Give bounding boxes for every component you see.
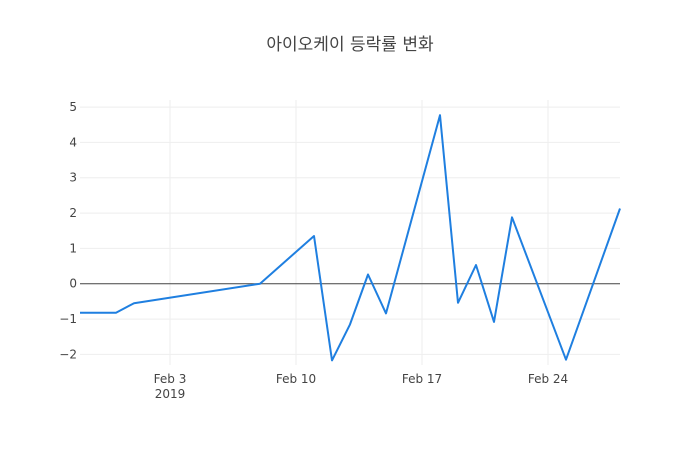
x-tick-label: Feb 17 bbox=[402, 372, 442, 386]
y-tick-label: −2 bbox=[59, 347, 77, 361]
series-line bbox=[80, 114, 621, 362]
y-tick-label: 3 bbox=[69, 171, 77, 185]
y-gridlines bbox=[80, 106, 620, 355]
x-gridlines bbox=[169, 100, 549, 365]
y-tick-label: −1 bbox=[59, 312, 77, 326]
y-tick-label: 5 bbox=[69, 100, 77, 114]
y-tick-label: 2 bbox=[69, 206, 77, 220]
y-tick-label: 4 bbox=[69, 135, 77, 149]
x-tick-label: Feb 3 bbox=[154, 372, 187, 386]
x-tick-label: Feb 24 bbox=[528, 372, 568, 386]
chart-title: 아이오케이 등락률 변화 bbox=[266, 35, 434, 55]
y-tick-label: 0 bbox=[69, 277, 77, 291]
x-tick-sublabel: 2019 bbox=[155, 387, 186, 401]
y-axis-tick-labels: 5 4 3 2 1 0 −1 −2 bbox=[59, 100, 77, 361]
y-tick-label: 1 bbox=[69, 241, 77, 255]
x-tick-label: Feb 10 bbox=[276, 372, 316, 386]
